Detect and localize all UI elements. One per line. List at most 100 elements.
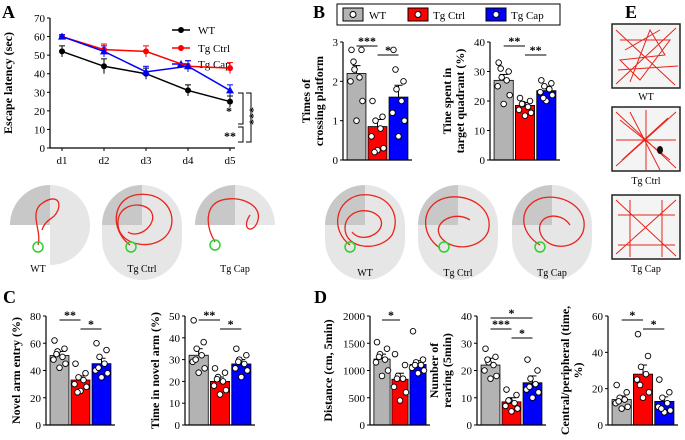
y-tick-label-b2: 10 <box>474 126 486 138</box>
data-point-d2 <box>505 397 512 404</box>
maze-a-wt-start <box>32 241 44 253</box>
y-tick-label-d2: 30 <box>461 338 473 350</box>
openfield-tgcap-arena <box>611 194 681 260</box>
data-point-b2 <box>495 59 502 66</box>
data-point-c1 <box>93 340 100 347</box>
data-point-a <box>226 86 234 94</box>
y-tick-label-c1: 40 <box>30 366 42 378</box>
data-point-c1 <box>61 345 68 352</box>
data-point-d2 <box>527 375 534 382</box>
y-axis-label-d1: Distance (cm, 5min) <box>321 319 335 421</box>
data-point-d2 <box>502 402 509 410</box>
data-point-c2 <box>201 365 208 372</box>
bar-chart-distance: 0 500 1000 1500 2000 Distance (cm, 5min) * <box>321 308 430 432</box>
maze-b-wt: WT <box>325 185 405 280</box>
y-tick-label-b1: 0 <box>333 155 339 167</box>
data-point-d1 <box>373 338 381 346</box>
y-tick-label-d3: 0 <box>598 420 604 432</box>
data-point-d3 <box>664 399 671 407</box>
data-point-c1 <box>104 369 111 377</box>
data-point-d1 <box>399 375 407 382</box>
openfield-wt: WT <box>611 23 681 103</box>
data-point-d3 <box>621 396 628 403</box>
caption-a-tgcap: Tg Cap <box>220 264 250 275</box>
legend-b-tgcap-label: Tg Cap <box>511 10 544 22</box>
data-point-d2 <box>524 356 531 363</box>
y-tick-label-b2: 0 <box>480 155 486 167</box>
maze-a-tgctrl-track <box>115 193 173 246</box>
data-point-d3 <box>633 376 641 383</box>
panel-letter-d: D <box>314 287 327 307</box>
y-tick-label-d1: 1000 <box>343 366 366 378</box>
data-point-d1 <box>375 353 383 361</box>
maze-b-tgcap-quadrant <box>512 185 552 225</box>
maze-b-tgcap-track <box>523 196 585 247</box>
sig-a-ctrl-cap: * <box>226 104 232 118</box>
data-point-b2 <box>494 82 501 90</box>
data-point-d3 <box>639 394 647 402</box>
legend-a-tgctrl-label: Tg Ctrl <box>198 43 230 55</box>
y-tick-label-d2: 0 <box>467 420 473 432</box>
data-point-c2 <box>198 351 205 359</box>
bar-b1-2 <box>388 96 409 161</box>
caption-a-tgctrl: Tg Ctrl <box>127 264 156 275</box>
data-point-d2 <box>503 386 510 393</box>
openfield-tgctrl-mouse <box>657 146 663 154</box>
data-point-b1 <box>359 97 366 105</box>
x-tick-label-a: d2 <box>99 155 110 167</box>
data-point-b2 <box>515 106 523 114</box>
data-point-d2 <box>487 375 494 382</box>
data-point-b2 <box>548 80 555 87</box>
data-point-c2 <box>195 369 202 376</box>
data-point-b1 <box>379 113 386 120</box>
caption-e-tgcap: Tg Cap <box>631 264 661 275</box>
maze-a-wt-quadrant-lower <box>50 225 90 265</box>
data-point-b1 <box>351 66 358 73</box>
y-tick-label-c2: 0 <box>175 420 181 432</box>
y-tick-label-a: 50 <box>34 50 46 62</box>
y-tick-label-c2: 20 <box>169 376 181 388</box>
sig-label-c1: * <box>88 317 94 331</box>
data-point-b1 <box>398 97 405 105</box>
maze-a-tgcap-quadrant <box>195 185 235 225</box>
maze-a-tgcap-start <box>209 239 221 251</box>
y-tick-label-d1: 0 <box>360 420 366 432</box>
sig-label-d2: * <box>509 306 515 320</box>
x-tick-label-a: d5 <box>225 155 237 167</box>
data-point-b2 <box>541 82 548 90</box>
panel-letter-a: A <box>2 2 15 22</box>
legend-a-wt-label: WT <box>198 25 215 37</box>
y-tick-label-d1: 500 <box>349 393 366 405</box>
data-point-c1 <box>51 337 58 344</box>
sig-label-c2: ** <box>203 308 215 322</box>
caption-a-wt: WT <box>30 264 46 275</box>
data-point-d3 <box>636 381 644 389</box>
maze-a-wt: WT <box>10 185 90 275</box>
data-point-d2 <box>514 405 521 412</box>
data-point-c1 <box>56 364 63 372</box>
maze-a-tgctrl-quadrant <box>102 185 142 225</box>
data-point-d2 <box>529 394 536 402</box>
data-point-d3 <box>624 403 631 411</box>
y-tick-label-d3: 40 <box>592 347 604 359</box>
data-point-d3 <box>658 405 665 412</box>
y-tick-label-c2: 50 <box>169 311 181 323</box>
sig-label-b1: *** <box>358 34 376 48</box>
data-point-c1 <box>95 364 102 372</box>
openfield-tgcap-track <box>615 199 677 257</box>
y-tick-label-b2: 30 <box>474 67 486 79</box>
data-point-d2 <box>526 383 533 391</box>
data-point-c1 <box>82 369 89 377</box>
openfield-tgcap: Tg Cap <box>611 194 681 275</box>
data-point-d3 <box>618 405 625 412</box>
sig-label-b2: ** <box>508 34 520 48</box>
data-point-a <box>227 65 233 72</box>
data-point-b1 <box>368 133 375 140</box>
data-point-b1 <box>358 46 365 54</box>
data-point-b1 <box>392 66 399 73</box>
data-point-a <box>184 62 192 70</box>
data-point-c2 <box>243 351 250 359</box>
